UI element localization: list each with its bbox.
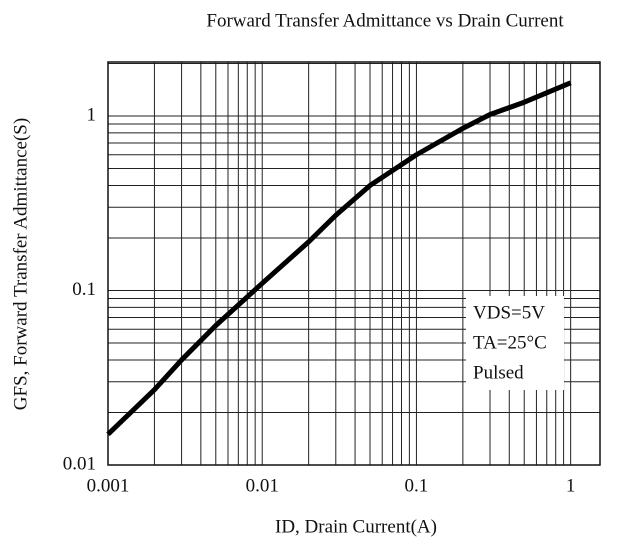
y-axis-label: GFS, Forward Transfer Admittance(S) [10, 118, 31, 410]
x-tick-label: 0.01 [246, 475, 279, 496]
annotation: TA=25°C [473, 332, 547, 353]
x-tick-label: 1 [566, 475, 576, 496]
y-tick-label: 1 [87, 104, 97, 125]
y-tick-label: 0.01 [63, 453, 96, 474]
x-tick-label: 0.001 [87, 475, 130, 496]
annotation-box [466, 296, 564, 390]
chart-title: Forward Transfer Admittance vs Drain Cur… [206, 10, 564, 31]
x-tick-label: 0.1 [405, 475, 429, 496]
annotation: Pulsed [473, 362, 524, 383]
annotation: VDS=5V [473, 302, 545, 323]
data-line [106, 80, 572, 437]
x-axis-label: ID, Drain Current(A) [275, 516, 437, 537]
plot-frame [107, 61, 601, 466]
y-tick-label: 0.1 [72, 279, 96, 300]
